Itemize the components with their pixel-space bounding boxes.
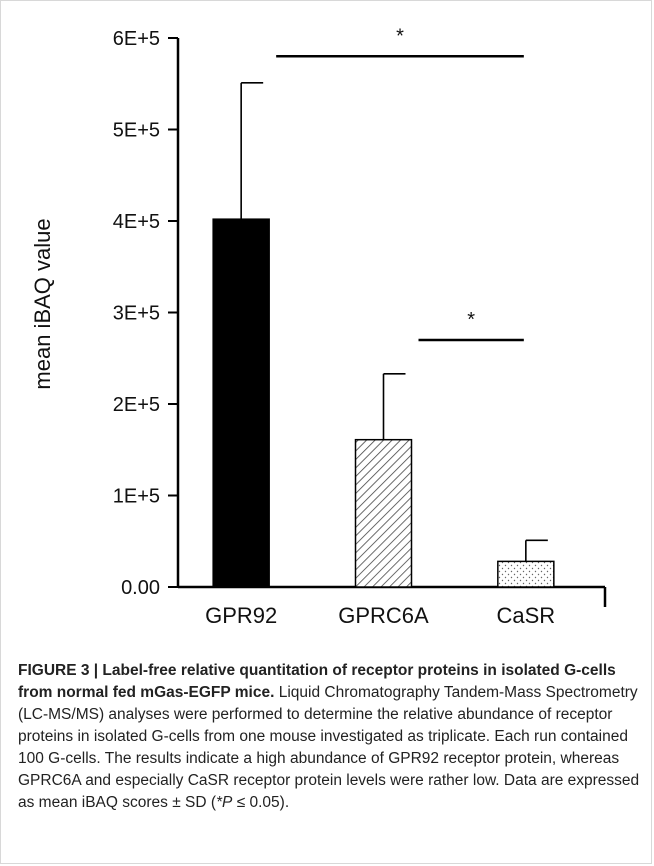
caption-title: FIGURE 3 | Label-free relative quantitat… [18, 662, 616, 701]
caption-body: Liquid Chromatography Tandem-Mass Spectr… [18, 684, 640, 811]
bar-gpr92 [212, 218, 270, 588]
bar-gprc6a [354, 438, 413, 588]
y-tick-label: 4E+5 [113, 211, 160, 233]
bar-casr [497, 560, 555, 588]
figure-caption: FIGURE 3 | Label-free relative quantitat… [18, 660, 640, 814]
axes: 0.00 1E+5 2E+5 3E+5 4E+5 5E+5 6E+5 GPR92 GPRC6A C… [113, 28, 607, 628]
x-tick-label: GPRC6A [338, 603, 429, 628]
significance-brackets: ** [276, 25, 524, 342]
caption-p-symbol: *P [216, 794, 233, 811]
significance-star: * [467, 309, 475, 331]
y-tick-label: 0.00 [121, 577, 160, 599]
error-bars [240, 82, 548, 562]
bar-chart: 0.00 1E+5 2E+5 3E+5 4E+5 5E+5 6E+5 GPR92 GPRC6A C… [30, 25, 607, 628]
y-tick-label: 2E+5 [113, 394, 160, 416]
x-tick-label: GPR92 [205, 603, 277, 628]
y-tick-label: 6E+5 [113, 28, 160, 50]
y-tick-label: 3E+5 [113, 303, 160, 325]
y-axis-label: mean iBAQ value [30, 218, 55, 389]
caption-p-rest: ≤ 0.05). [232, 794, 290, 811]
y-tick-label: 5E+5 [113, 120, 160, 142]
bars [212, 218, 555, 588]
x-tick-label: CaSR [496, 603, 555, 628]
significance-star: * [396, 25, 404, 47]
y-tick-label: 1E+5 [113, 486, 160, 508]
